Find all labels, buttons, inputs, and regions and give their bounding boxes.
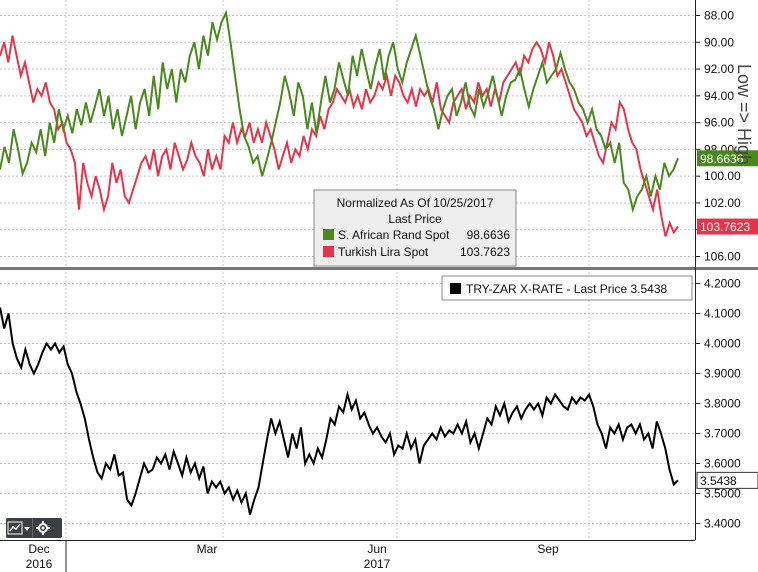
gear-icon[interactable] <box>32 519 53 537</box>
bottom-panel-grid <box>0 283 695 524</box>
legend-subtitle: Last Price <box>388 212 442 226</box>
price-tags: 98.6636 103.7623 3.5438 <box>696 150 758 489</box>
legend-swatch-tryzar <box>450 283 461 294</box>
line-chart-icon[interactable] <box>6 519 32 537</box>
x-tick-year: 2017 <box>364 557 391 571</box>
axis-direction-label: Low => High <box>734 64 754 165</box>
y-tick-label: 3.8000 <box>704 397 741 411</box>
price-tag-lira: 103.7623 <box>700 220 750 234</box>
price-tag-rand-bg <box>697 150 758 167</box>
x-tick-label: Sep <box>537 542 559 556</box>
price-tag-tryzar: 3.5438 <box>700 474 737 488</box>
legend-item-tryzar: TRY-ZAR X-RATE - Last Price 3.5438 <box>466 282 668 296</box>
x-tick-year: 2016 <box>26 557 53 571</box>
series-line-s-african-rand-spot <box>0 9 679 214</box>
y-tick-label: 92.00 <box>704 62 734 76</box>
y-tick-label: 102.00 <box>704 196 741 210</box>
series-line-turkish-lira-spot <box>0 35 679 237</box>
legend-item-rand-name: S. African Rand Spot <box>338 228 450 242</box>
bottom-y-ticks: 3.4000 3.5000 3.6000 3.7000 3.8000 3.9000 4.00… <box>695 277 741 531</box>
y-tick-label: 4.2000 <box>704 277 741 291</box>
y-tick-label: 90.00 <box>704 35 734 49</box>
legend-item-rand-value: 98.6636 <box>467 228 511 242</box>
price-tag-lira-bg <box>697 218 758 235</box>
y-tick-label: 88.00 <box>704 9 734 23</box>
y-tick-label: 94.00 <box>704 89 734 103</box>
x-tick-label: Jun <box>367 542 386 556</box>
y-tick-label: 96.00 <box>704 116 734 130</box>
price-tag-tryzar-bg <box>696 471 758 489</box>
legend-swatch-lira <box>323 246 334 257</box>
chart-toolbar[interactable] <box>6 518 62 538</box>
top-legend-box: Normalized As Of 10/25/2017 Last Price S… <box>313 189 517 267</box>
x-tick-label: Dec <box>28 542 49 556</box>
top-series-group <box>0 9 679 237</box>
y-tick-label: 3.7000 <box>704 427 741 441</box>
bottom-series-group <box>0 307 679 515</box>
legend-title: Normalized As Of 10/25/2017 <box>337 196 494 210</box>
y-tick-label: 3.6000 <box>704 457 741 471</box>
y-tick-label: 3.5000 <box>704 487 741 501</box>
x-tick-label: Mar <box>197 542 218 556</box>
legend-swatch-rand <box>323 229 334 240</box>
y-tick-label: 3.4000 <box>704 517 741 531</box>
legend-item-lira-value: 103.7623 <box>460 245 510 259</box>
series-line-try-zar <box>0 307 679 515</box>
y-tick-label: 4.0000 <box>704 337 741 351</box>
price-tag-rand: 98.6636 <box>700 152 744 166</box>
bottom-legend-box: TRY-ZAR X-RATE - Last Price 3.5438 <box>441 275 693 301</box>
y-tick-label: 4.1000 <box>704 307 741 321</box>
y-tick-label: 3.9000 <box>704 367 741 381</box>
y-tick-label: 106.00 <box>704 250 741 264</box>
legend-item-lira-name: Turkish Lira Spot <box>338 245 429 259</box>
y-tick-label: 100.00 <box>704 169 741 183</box>
